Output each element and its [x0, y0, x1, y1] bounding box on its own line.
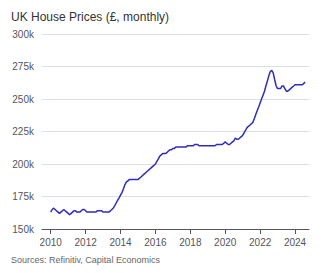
- svg-text:225k: 225k: [12, 126, 35, 137]
- svg-text:2022: 2022: [249, 237, 272, 248]
- svg-text:2024: 2024: [284, 237, 307, 248]
- svg-text:Sources: Refinitiv, Capital Ec: Sources: Refinitiv, Capital Economics: [11, 255, 160, 265]
- svg-text:150k: 150k: [12, 224, 35, 235]
- svg-text:2010: 2010: [40, 237, 63, 248]
- svg-text:2014: 2014: [109, 237, 132, 248]
- svg-text:2018: 2018: [179, 237, 202, 248]
- svg-text:2016: 2016: [144, 237, 167, 248]
- svg-text:300k: 300k: [12, 29, 35, 40]
- svg-text:200k: 200k: [12, 159, 35, 170]
- svg-text:250k: 250k: [12, 94, 35, 105]
- svg-text:UK House Prices (£, monthly): UK House Prices (£, monthly): [11, 10, 169, 24]
- svg-text:275k: 275k: [12, 61, 35, 72]
- svg-text:2012: 2012: [75, 237, 98, 248]
- svg-text:175k: 175k: [12, 191, 35, 202]
- svg-text:2020: 2020: [214, 237, 237, 248]
